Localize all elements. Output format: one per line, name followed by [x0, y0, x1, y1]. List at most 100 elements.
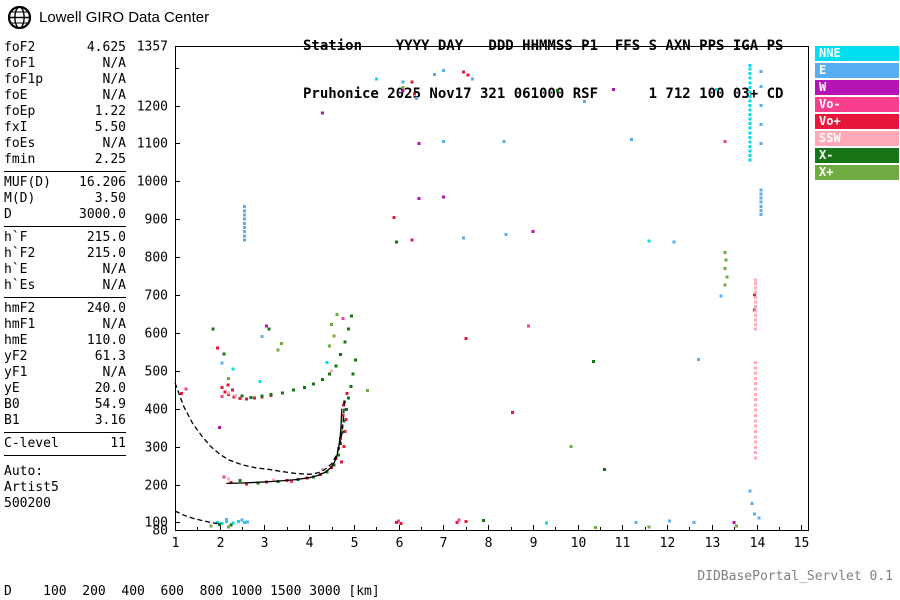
y-tick-label: 1200 — [137, 100, 168, 115]
param-hme: hmE 110.0 — [4, 333, 126, 349]
param-foe: foE N/A — [4, 88, 126, 104]
x-tick-label: 5 — [351, 536, 359, 551]
echo-series-w — [218, 88, 736, 524]
param-label: M(D) — [4, 191, 36, 206]
echo-series-vo+ — [180, 70, 756, 526]
echo-series-ssw — [227, 278, 758, 482]
footer: D 100 200 400 600 800 1000 1500 3000 [km… — [4, 552, 633, 600]
y-tick-label: 80 — [152, 524, 168, 539]
y-tick-label: 400 — [145, 403, 168, 418]
param-fxi: fxI 5.50 — [4, 120, 126, 136]
echo-series-x- — [211, 88, 606, 527]
param-fmin: fmin 2.25 — [4, 152, 126, 168]
param-yf2: yF2 61.3 — [4, 349, 126, 365]
param-value: 20.0 — [94, 381, 126, 396]
param-label: h`F2 — [4, 246, 36, 261]
artist-restored-o-trace — [226, 408, 343, 485]
param-h-f: h`F 215.0 — [4, 230, 126, 246]
x-tick-label: 3 — [261, 536, 269, 551]
echo-series-x+ — [209, 85, 738, 530]
param-label: Artist5 — [4, 480, 59, 495]
param-value: 1.22 — [94, 104, 126, 119]
x-tick-label: 13 — [705, 536, 721, 551]
param-value: N/A — [102, 56, 126, 71]
param-label: MUF(D) — [4, 175, 51, 190]
x-tick-label: 15 — [794, 536, 810, 551]
param-value: N/A — [102, 317, 126, 332]
y-tick-label: 500 — [145, 365, 168, 380]
param-label: C-level — [4, 436, 59, 451]
param-label: fmin — [4, 152, 36, 167]
param-h-es: h`Es N/A — [4, 278, 126, 294]
y-tick-label: 1000 — [137, 175, 168, 190]
station-header-line2: Pruhonice 2025 Nov17 321 061000 RSF 1 71… — [303, 86, 784, 102]
param-label: foEp — [4, 104, 36, 119]
model-e-trace — [174, 510, 218, 525]
param-label: yF1 — [4, 365, 28, 380]
legend-e: E — [815, 63, 899, 78]
y-tick-label: 800 — [145, 251, 168, 266]
param-value: 16.206 — [79, 175, 126, 190]
param-value: N/A — [102, 262, 126, 277]
param-value: 3.16 — [94, 413, 126, 428]
param-b1: B1 3.16 — [4, 413, 126, 429]
x-tick-label: 8 — [485, 536, 493, 551]
param-value: N/A — [102, 365, 126, 380]
param-label: h`E — [4, 262, 28, 277]
param-value: 3.50 — [94, 191, 126, 206]
param-c-level: C-level 11 — [4, 436, 126, 452]
param-h-e: h`E N/A — [4, 262, 126, 278]
param-value: N/A — [102, 136, 126, 151]
globe-icon — [7, 5, 32, 30]
param-group: MUF(D) 16.206 M(D) 3.50 D 3000.0 — [4, 175, 126, 227]
echo-series-e — [220, 69, 763, 524]
x-tick-label: 7 — [440, 536, 448, 551]
param-value: 215.0 — [86, 230, 126, 245]
y-tick-label: 700 — [145, 289, 168, 304]
echo-legend: NNE E W Vo- Vo+ SSW X- X+ — [815, 46, 899, 182]
param-b0: B0 54.9 — [4, 397, 126, 413]
x-tick-label: 11 — [615, 536, 631, 551]
param-label: B1 — [4, 413, 20, 428]
param-value: N/A — [102, 88, 126, 103]
param-label: foF1 — [4, 56, 36, 71]
param-label: yF2 — [4, 349, 28, 364]
param-label: D — [4, 207, 12, 222]
param-label: foE — [4, 88, 28, 103]
param-ye: yE 20.0 — [4, 381, 126, 397]
y-tick-label: 300 — [145, 441, 168, 456]
param-label: 500200 — [4, 496, 51, 511]
x-tick-label: 10 — [571, 536, 587, 551]
param-group: h`F 215.0 h`F2 215.0 h`E N/A h`Es N/A — [4, 230, 126, 298]
x-tick-label: 1 — [172, 536, 180, 551]
param-label: h`F — [4, 230, 28, 245]
param-label: Auto: — [4, 464, 44, 479]
param-value: 11 — [110, 436, 126, 451]
param-fof2: foF2 4.625 — [4, 40, 126, 56]
plot-frame — [175, 46, 809, 531]
extrapolated-f-trace — [174, 382, 346, 475]
x-tick-label: 6 — [396, 536, 404, 551]
y-tick-label: 1357 — [137, 40, 168, 55]
x-tick-label: 12 — [660, 536, 676, 551]
param-label: foEs — [4, 136, 36, 151]
echo-series-vo- — [184, 140, 727, 523]
y-tick-label: 900 — [145, 213, 168, 228]
param-value: 54.9 — [94, 397, 126, 412]
legend-w: W — [815, 80, 899, 95]
param-value: 5.50 — [94, 120, 126, 135]
legend-vo-: Vo- — [815, 97, 899, 112]
param-value: 4.625 — [86, 40, 126, 55]
param-fof1p: foF1p N/A — [4, 72, 126, 88]
param-fof1: foF1 N/A — [4, 56, 126, 72]
parameter-panel: foF2 4.625 foF1 N/A foF1p N/A foE N/A foEp 1.22 fx… — [4, 40, 126, 512]
lowell-giro-logo: Lowell GIRO Data Center — [6, 4, 209, 31]
param-artist5: Artist5 — [4, 480, 126, 496]
y-tick-label: 100 — [145, 516, 168, 531]
param-h-f2: h`F2 215.0 — [4, 246, 126, 262]
param-label: h`Es — [4, 278, 36, 293]
param-label: foF2 — [4, 40, 36, 55]
param-value: 110.0 — [86, 333, 126, 348]
